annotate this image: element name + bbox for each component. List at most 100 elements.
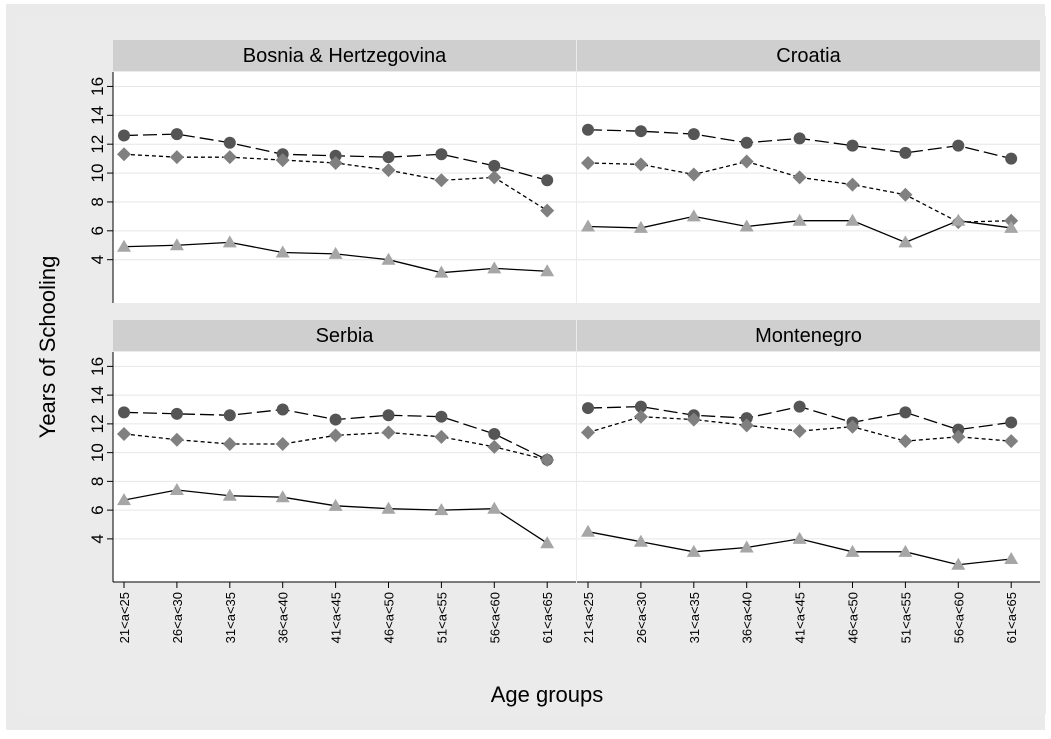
data-point-circle <box>952 139 965 152</box>
panel-strip <box>577 40 1040 71</box>
y-tick-label: 12 <box>88 414 107 433</box>
data-point-circle <box>582 402 594 415</box>
y-tick-label: 8 <box>88 477 107 486</box>
data-point-triangle <box>169 238 184 251</box>
data-point-diamond <box>222 150 237 165</box>
data-point-circle <box>634 125 647 138</box>
x-tick-label: 46<a<50 <box>846 592 861 643</box>
plot-area <box>577 352 1040 582</box>
data-point-triangle <box>845 544 860 557</box>
data-point-circle <box>740 412 753 425</box>
data-point-diamond <box>739 418 754 433</box>
data-point-triangle <box>540 536 555 549</box>
data-point-diamond <box>898 434 913 449</box>
data-point-triangle <box>275 490 290 503</box>
data-point-circle <box>435 148 448 161</box>
series-line <box>587 160 1012 223</box>
y-tick-label: 12 <box>88 135 107 154</box>
data-point-circle <box>223 136 236 149</box>
data-point-diamond <box>434 429 449 444</box>
y-tick-label: 10 <box>88 443 107 462</box>
data-point-triangle <box>222 488 237 501</box>
data-point-diamond <box>845 177 860 192</box>
data-point-diamond <box>381 163 396 178</box>
data-point-circle <box>793 400 806 413</box>
data-point-diamond <box>1004 213 1019 228</box>
data-point-diamond <box>169 432 184 447</box>
data-point-triangle <box>1004 220 1019 233</box>
data-point-diamond <box>898 187 913 202</box>
x-tick-label: 41<a<45 <box>329 592 344 643</box>
data-point-diamond <box>169 150 184 165</box>
panel-title: Bosnia & Hertzegovina <box>243 45 447 67</box>
data-point-triangle <box>686 544 701 557</box>
data-point-triangle <box>686 209 701 222</box>
data-point-diamond <box>633 157 648 172</box>
data-point-diamond <box>328 428 343 443</box>
x-tick-label: 61<a<65 <box>540 592 555 643</box>
data-point-diamond <box>487 439 502 454</box>
data-point-diamond <box>117 147 131 162</box>
plot-area <box>577 72 1040 303</box>
x-tick-label: 21<a<25 <box>581 592 596 643</box>
data-point-diamond <box>792 170 807 185</box>
data-point-triangle <box>117 239 131 252</box>
y-tick-label: 6 <box>88 226 107 235</box>
y-tick-label: 14 <box>88 386 107 405</box>
x-tick-label: 51<a<55 <box>434 592 449 643</box>
data-point-triangle <box>792 531 807 544</box>
x-tick-label: 31<a<35 <box>223 592 238 643</box>
data-point-diamond <box>275 437 290 451</box>
x-tick-label: 51<a<55 <box>898 592 913 643</box>
x-tick-label: 31<a<35 <box>687 592 702 643</box>
data-point-circle <box>488 159 501 172</box>
panel-strip <box>113 40 576 71</box>
x-tick-label: 36<a<40 <box>276 592 291 643</box>
data-point-triangle <box>951 213 966 226</box>
plot-area <box>113 352 576 582</box>
data-point-triangle <box>540 264 555 277</box>
data-point-diamond <box>117 426 131 441</box>
panel-title: Serbia <box>316 325 375 347</box>
data-point-diamond <box>686 167 701 182</box>
data-point-triangle <box>434 503 449 516</box>
data-point-diamond <box>581 155 595 170</box>
y-tick-label: 14 <box>88 106 107 125</box>
data-point-triangle <box>898 544 913 557</box>
data-point-diamond <box>633 409 648 424</box>
x-tick-label: 26<a<30 <box>634 592 649 643</box>
data-point-circle <box>899 146 912 159</box>
panel-strip <box>577 320 1040 351</box>
data-point-diamond <box>222 437 237 451</box>
data-point-triangle <box>739 219 754 232</box>
data-point-triangle <box>845 213 860 226</box>
data-point-circle <box>223 409 236 422</box>
data-point-circle <box>899 406 912 419</box>
data-point-circle <box>329 413 342 426</box>
x-tick-label: 61<a<65 <box>1004 592 1019 643</box>
data-point-circle <box>118 129 130 142</box>
data-point-diamond <box>686 412 701 427</box>
data-point-triangle <box>487 261 502 274</box>
data-point-triangle <box>951 557 966 570</box>
x-tick-label: 26<a<30 <box>170 592 185 643</box>
data-point-circle <box>793 132 806 145</box>
panel-title: Montenegro <box>755 325 862 347</box>
y-tick-label: 4 <box>88 255 107 264</box>
data-point-triangle <box>381 501 396 514</box>
y-tick-label: 4 <box>88 534 107 543</box>
data-point-triangle <box>1004 552 1019 564</box>
data-point-triangle <box>581 219 595 232</box>
data-point-circle <box>170 128 183 141</box>
x-tick-label: 56<a<60 <box>951 592 966 643</box>
data-point-triangle <box>739 540 754 553</box>
data-point-diamond <box>434 173 449 188</box>
data-point-diamond <box>275 153 290 168</box>
data-point-circle <box>952 423 965 436</box>
data-point-circle <box>634 400 647 413</box>
x-axis-title: Age groups <box>491 682 604 707</box>
data-point-circle <box>1005 152 1018 165</box>
data-point-triangle <box>222 235 237 248</box>
